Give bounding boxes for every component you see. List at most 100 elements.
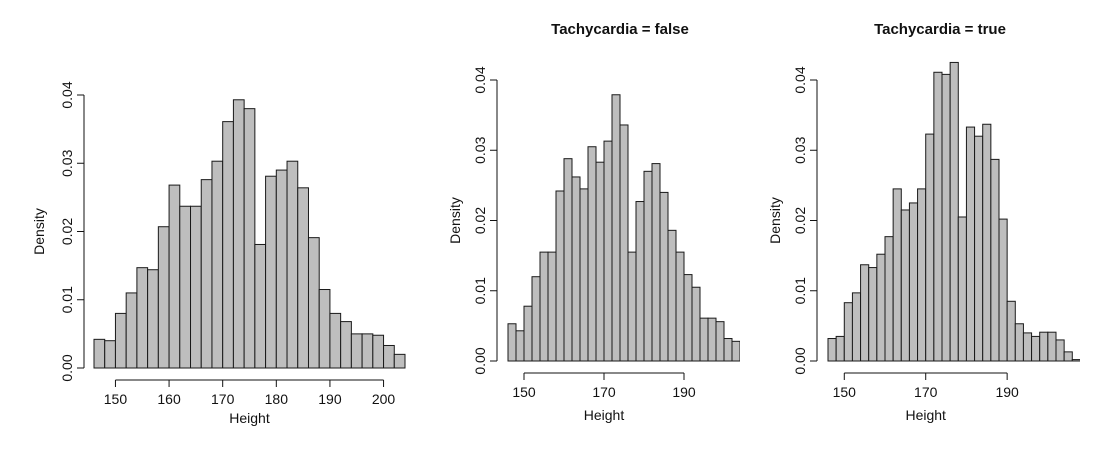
histogram-bar <box>307 237 320 369</box>
histogram-bar <box>531 276 541 362</box>
y-axis-label: Density <box>31 208 47 255</box>
histogram-bar <box>587 146 597 362</box>
histogram-bar <box>265 175 277 369</box>
histogram-bar <box>925 133 935 362</box>
y-tick-label: 0.03 <box>59 149 75 176</box>
y-tick-label: 0.02 <box>792 207 808 234</box>
chart-title: Tachycardia = true <box>874 21 1006 38</box>
x-tick-label: 150 <box>512 384 536 400</box>
histogram-bar <box>1014 323 1024 362</box>
histogram-bar <box>619 124 629 362</box>
histogram-tachycardia-true: Tachycardia = true 0.00 0.01 0.02 0.03 0.04 1… <box>767 21 1080 423</box>
histogram-bar <box>974 135 984 362</box>
histogram-bar <box>1063 351 1073 362</box>
histogram-bar <box>232 99 245 369</box>
histogram-bar <box>627 251 637 362</box>
x-tick-label: 160 <box>157 391 181 407</box>
histogram-bar <box>699 317 709 362</box>
histogram-tachycardia-false: Tachycardia = false 0.00 0.01 0.02 0.03 0.04… <box>447 21 740 423</box>
x-tick-label: 180 <box>265 391 289 407</box>
x-tick-label: 170 <box>592 384 616 400</box>
x-tick-label: 150 <box>833 384 857 400</box>
chart-panel-tachycardia-false: Tachycardia = false 0.00 0.01 0.02 0.03 0.04… <box>410 0 740 450</box>
histogram-bar <box>892 188 902 362</box>
histogram-bar <box>908 202 919 362</box>
y-tick-label: 0.01 <box>59 286 75 313</box>
histogram-bar <box>1055 339 1065 362</box>
histogram-bar <box>982 123 992 362</box>
histogram-bar <box>179 205 192 369</box>
histogram-bar <box>515 330 525 362</box>
histogram-bar <box>350 333 363 369</box>
histogram-bar <box>297 187 309 369</box>
histogram-bar <box>691 286 701 362</box>
histogram-bar <box>949 61 959 362</box>
histogram-bar <box>211 160 224 369</box>
histogram-bar <box>723 338 733 362</box>
x-tick-label: 190 <box>672 384 696 400</box>
histogram-bar <box>933 71 943 362</box>
histogram-bar <box>200 179 213 369</box>
x-tick-label: 190 <box>995 384 1019 400</box>
histogram-bar <box>1071 359 1080 362</box>
histogram-bar <box>563 158 573 362</box>
y-tick-label: 0.01 <box>472 277 488 304</box>
histogram-bar <box>851 292 862 362</box>
y-axis-label: Density <box>767 197 783 244</box>
histogram-bar <box>998 218 1008 362</box>
histogram-bar <box>659 191 669 362</box>
histogram-bar <box>611 94 621 362</box>
x-tick-label: 170 <box>914 384 938 400</box>
histogram-bar <box>900 209 910 362</box>
y-tick-label: 0.00 <box>792 347 808 374</box>
histogram-bar <box>715 321 725 362</box>
histogram-bar <box>941 73 951 362</box>
histogram-bar <box>361 333 374 369</box>
histogram-bar <box>243 108 256 369</box>
y-tick-label: 0.02 <box>59 218 75 245</box>
histogram-bar <box>93 338 106 369</box>
histogram-bar <box>114 312 127 369</box>
histogram-bar <box>675 251 685 362</box>
histogram-bar <box>340 321 352 369</box>
histogram-bar <box>595 161 605 362</box>
histogram-bar <box>190 205 202 369</box>
x-axis-label: Height <box>905 407 946 423</box>
histogram-bar <box>222 121 234 369</box>
y-axis-label: Density <box>447 197 463 244</box>
histogram-bar <box>957 216 967 362</box>
histogram-bar <box>651 163 661 362</box>
histogram-bar <box>876 253 886 362</box>
histogram-bar <box>868 267 878 362</box>
histogram-bar <box>579 188 589 362</box>
histogram-bar <box>683 274 693 362</box>
histogram-bar <box>547 251 557 362</box>
histogram-bar <box>329 312 342 369</box>
y-tick-label: 0.03 <box>472 136 488 163</box>
histogram-bar <box>1047 331 1057 362</box>
y-tick-label: 0.00 <box>472 347 488 374</box>
histogram-bar <box>667 229 677 362</box>
chart-title: Tachycardia = false <box>551 21 689 38</box>
y-tick-label: 0.04 <box>59 81 75 108</box>
histogram-bar <box>555 190 565 362</box>
y-tick-label: 0.00 <box>59 354 75 381</box>
histogram-bar <box>372 334 385 369</box>
chart-panel-all: 0.00 0.01 0.02 0.03 0.04 150 160 170 180 190 200 He… <box>0 0 410 450</box>
histogram-bar <box>571 176 581 362</box>
histogram-bar <box>707 317 717 362</box>
histogram-bar <box>917 188 927 362</box>
histogram-bar <box>286 160 299 369</box>
x-tick-label: 170 <box>211 391 235 407</box>
histogram-bar <box>125 292 138 369</box>
histogram-bar <box>539 251 549 362</box>
histogram-bar <box>383 344 395 369</box>
histogram-bar <box>835 335 845 362</box>
histogram-bar <box>860 264 870 362</box>
histogram-bar <box>1031 335 1041 362</box>
y-tick-label: 0.04 <box>792 66 808 93</box>
histogram-bar <box>393 353 406 369</box>
x-axis-label: Height <box>584 407 625 423</box>
histogram-bar <box>523 305 533 362</box>
histogram-bar <box>965 126 976 362</box>
